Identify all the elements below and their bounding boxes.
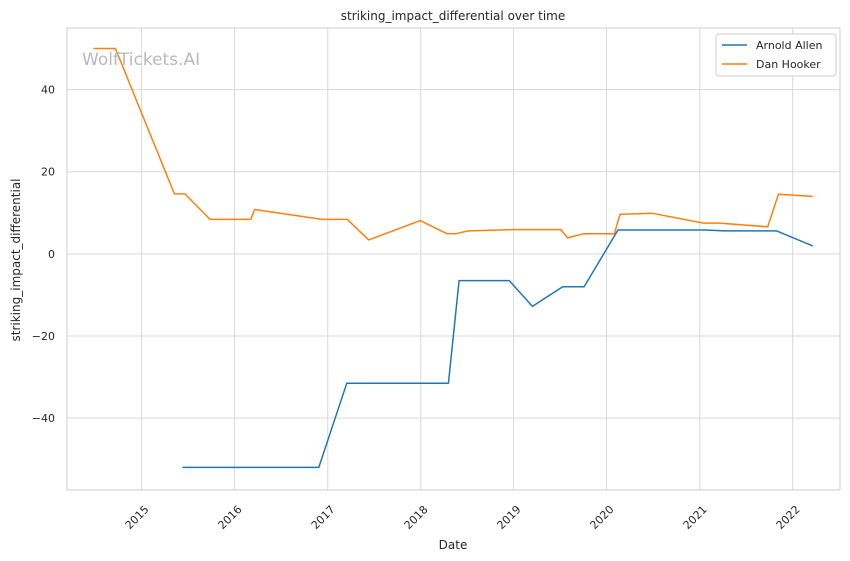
y-axis-ticks: −40 −20 0 20 40 xyxy=(32,84,55,426)
grid xyxy=(67,28,840,490)
x-tick-label: 2016 xyxy=(216,503,245,532)
x-tick-label: 2020 xyxy=(588,503,617,532)
chart-title: striking_impact_differential over time xyxy=(341,9,566,23)
series-layer xyxy=(93,47,813,469)
x-axis-label: Date xyxy=(439,538,468,552)
legend-label-dan-hooker: Dan Hooker xyxy=(756,58,821,71)
y-tick-label: −40 xyxy=(32,412,55,425)
x-axis-ticks: 2015 2016 2017 2018 2019 2020 2021 2022 xyxy=(123,503,803,532)
y-axis-label: striking_impact_differential xyxy=(9,178,23,341)
x-tick-label: 2019 xyxy=(495,503,524,532)
plot-area xyxy=(67,28,840,490)
x-tick-label: 2021 xyxy=(681,503,710,532)
series-line-dan-hooker xyxy=(93,47,813,241)
y-tick-label: 0 xyxy=(48,248,55,261)
x-tick-label: 2022 xyxy=(774,503,803,532)
plot-frame xyxy=(66,27,841,491)
y-tick-label: −20 xyxy=(32,330,55,343)
legend: Arnold Allen Dan Hooker xyxy=(715,33,837,77)
x-tick-label: 2018 xyxy=(402,503,431,532)
x-tick-label: 2017 xyxy=(309,503,338,532)
x-tick-label: 2015 xyxy=(123,503,152,532)
series-line-arnold-allen xyxy=(182,229,813,469)
legend-label-arnold-allen: Arnold Allen xyxy=(756,39,822,52)
y-tick-label: 20 xyxy=(41,166,55,179)
watermark: WolfTickets.AI xyxy=(82,50,200,70)
y-tick-label: 40 xyxy=(41,84,55,97)
